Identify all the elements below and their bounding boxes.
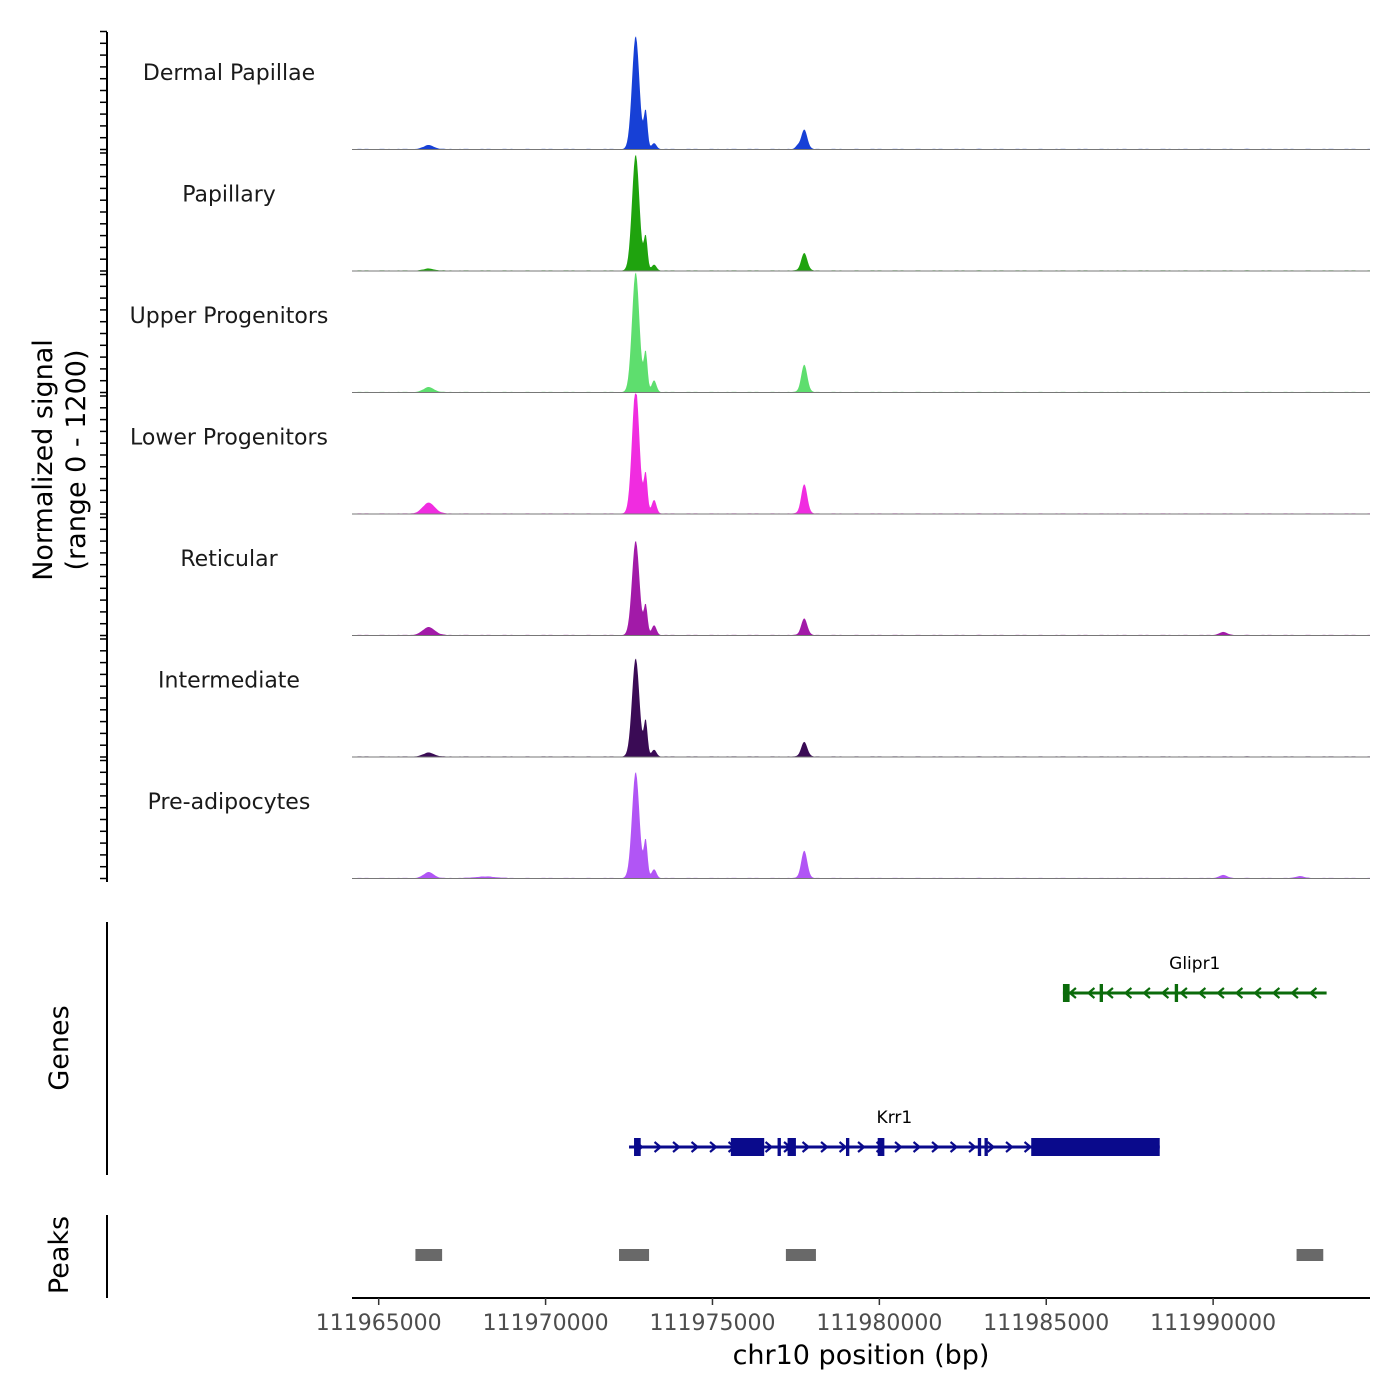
genes-track-title: Genes [44,1005,75,1090]
strand-arrow [1142,987,1151,999]
track-label: Upper Progenitors [130,304,329,329]
signal-track: Upper Progenitors [100,272,1370,394]
gene-exon [777,1138,781,1156]
signal-area [352,272,1370,393]
track-label: Lower Progenitors [130,425,328,450]
peak-region [619,1249,650,1261]
strand-arrow [801,1141,811,1153]
gene-label: Krr1 [877,1108,913,1128]
track-label: Reticular [180,547,278,572]
signal-track: Lower Progenitors [100,393,1370,515]
strand-arrow [653,1141,663,1153]
gene-exon [1031,1138,1160,1156]
signal-track: Papillary [100,152,1370,272]
strand-arrow [949,1141,959,1153]
strand-arrow [1068,987,1077,999]
gene-exon [634,1138,641,1156]
track-label: Papillary [182,182,276,207]
x-axis-title: chr10 position (bp) [733,1340,990,1371]
strand-arrow [1253,987,1262,999]
peak-region [1296,1249,1324,1261]
signal-track: Pre-adipocytes [100,759,1370,880]
strand-arrow [986,1141,996,1153]
strand-arrow [1234,987,1244,999]
track-label: Intermediate [158,668,300,693]
peak-region [785,1249,816,1261]
gene-model: Krr1 [629,1108,1160,1156]
strand-arrow [1105,987,1114,999]
x-axis-ticks: 111965000 111970000 111975000 111980000 1119… [316,1298,1276,1336]
gene-exon [984,1138,988,1156]
gene-label: Glipr1 [1169,954,1220,974]
signal-area [352,36,1370,150]
signal-track: Intermediate [100,638,1370,758]
peak-track [415,1249,1324,1261]
x-tick-label: 111970000 [483,1311,609,1336]
strand-arrow [764,1141,774,1153]
gene-exon [730,1138,765,1156]
gene-exon [1062,984,1070,1002]
signal-tracks: Dermal Papillae Papillary Upper Progenitor… [100,30,1370,880]
strand-arrow [1290,987,1299,999]
strand-arrow [838,1141,848,1153]
strand-arrow [1160,987,1170,999]
strand-arrow [709,1141,718,1153]
y-axis-title-line2: (range 0 - 1200) [61,350,92,571]
x-tick-label: 111980000 [816,1311,942,1336]
track-label: Pre-adipocytes [148,790,311,815]
gene-exon [1174,984,1179,1002]
signal-area [352,393,1370,514]
x-tick-label: 111985000 [983,1311,1109,1336]
strand-arrow [857,1141,866,1153]
strand-arrow [1308,987,1318,999]
strand-arrow [690,1141,700,1153]
signal-track: Dermal Papillae [100,30,1370,151]
strand-arrow [1123,987,1133,999]
x-tick-label: 111990000 [1150,1311,1276,1336]
signal-area [352,540,1370,636]
peak-region [415,1249,443,1261]
y-axis-title-line1: Normalized signal [28,339,59,581]
strand-arrow [912,1141,922,1153]
gene-model: Glipr1 [1062,954,1327,1002]
strand-arrow [1271,987,1281,999]
peaks-track-title: Peaks [44,1216,75,1294]
strand-arrow [1197,987,1207,999]
gene-exon [845,1138,850,1156]
track-label: Dermal Papillae [143,61,315,86]
signal-area [352,658,1370,757]
x-tick-label: 111965000 [316,1311,442,1336]
strand-arrow [1179,987,1188,999]
gene-exon [1099,984,1103,1002]
signal-area [352,772,1370,879]
strand-arrow [1023,1141,1033,1153]
strand-arrow [672,1141,681,1153]
strand-arrow [931,1141,940,1153]
signal-track: Reticular [100,516,1370,637]
strand-arrow [968,1141,977,1153]
x-tick-label: 111975000 [649,1311,775,1336]
gene-exon [787,1138,796,1156]
strand-arrow [1086,987,1096,999]
strand-arrow [894,1141,903,1153]
strand-arrow [820,1141,829,1153]
gene-exon [877,1138,885,1156]
gene-exon [977,1138,982,1156]
strand-arrow [1216,987,1225,999]
signal-area [352,154,1370,271]
y-axis-title: Normalized signal (range 0 - 1200) [28,339,92,581]
gene-track: Glipr1 Krr1 [629,954,1327,1156]
strand-arrow [1005,1141,1014,1153]
